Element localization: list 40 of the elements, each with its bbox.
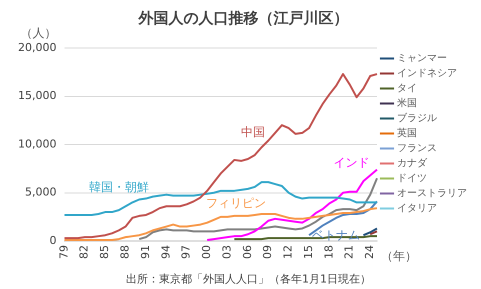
legend-label: フランス [397, 143, 437, 154]
x-tick-label: 85 [98, 245, 112, 260]
y-axis-title: （人） [20, 26, 56, 40]
y-tick-label: 0 [49, 234, 56, 247]
chart-title: 外国人の人口推移（江戸川区） [138, 8, 348, 27]
legend-label: 英国 [397, 127, 417, 140]
x-tick-label: 09 [261, 245, 274, 260]
series-label: インド [333, 155, 370, 170]
legend-label: ミャンマー [397, 53, 447, 64]
x-tick-label: 18 [322, 245, 336, 260]
series-label: 韓国・朝鮮 [88, 180, 149, 194]
y-tick-label: 10,000 [18, 137, 56, 150]
legend-label: イタリア [397, 203, 437, 214]
legend-label: ドイツ [397, 173, 427, 184]
x-tick-label: 88 [118, 245, 132, 260]
x-tick-label: 21 [342, 245, 356, 260]
x-tick-label: 91 [138, 245, 152, 260]
x-tick-label: 97 [180, 245, 193, 260]
legend-label: カナダ [397, 157, 428, 170]
x-tick-label: 79 [57, 245, 70, 260]
x-tick-label: 03 [220, 245, 234, 260]
x-tick-label: 12 [282, 245, 295, 260]
legend-label: 米国 [397, 97, 417, 110]
x-tick-label: 82 [78, 245, 91, 260]
text: 出所：東京都「外国人人口」（各年1月1日現在） [126, 272, 371, 286]
legend-label: タイ [397, 83, 417, 94]
series-label: フィリピン [206, 196, 266, 210]
x-tick-label: 06 [240, 245, 254, 260]
legend-label: インドネシア [397, 68, 457, 80]
y-tick-label: 15,000 [18, 89, 56, 102]
legend-label: ブラジル [397, 112, 437, 124]
legend-label: オーストラリア [397, 188, 467, 200]
x-tick-label: 94 [159, 245, 172, 260]
y-tick-label: 5,000 [24, 186, 56, 199]
x-tick-label: 00 [200, 245, 214, 260]
y-tick-label: 20,000 [18, 40, 56, 54]
x-tick-label: 15 [302, 245, 315, 260]
x-tick-label: 24 [363, 245, 376, 260]
x-axis-title: （年） [381, 249, 417, 264]
series-label: 中国 [241, 125, 266, 140]
